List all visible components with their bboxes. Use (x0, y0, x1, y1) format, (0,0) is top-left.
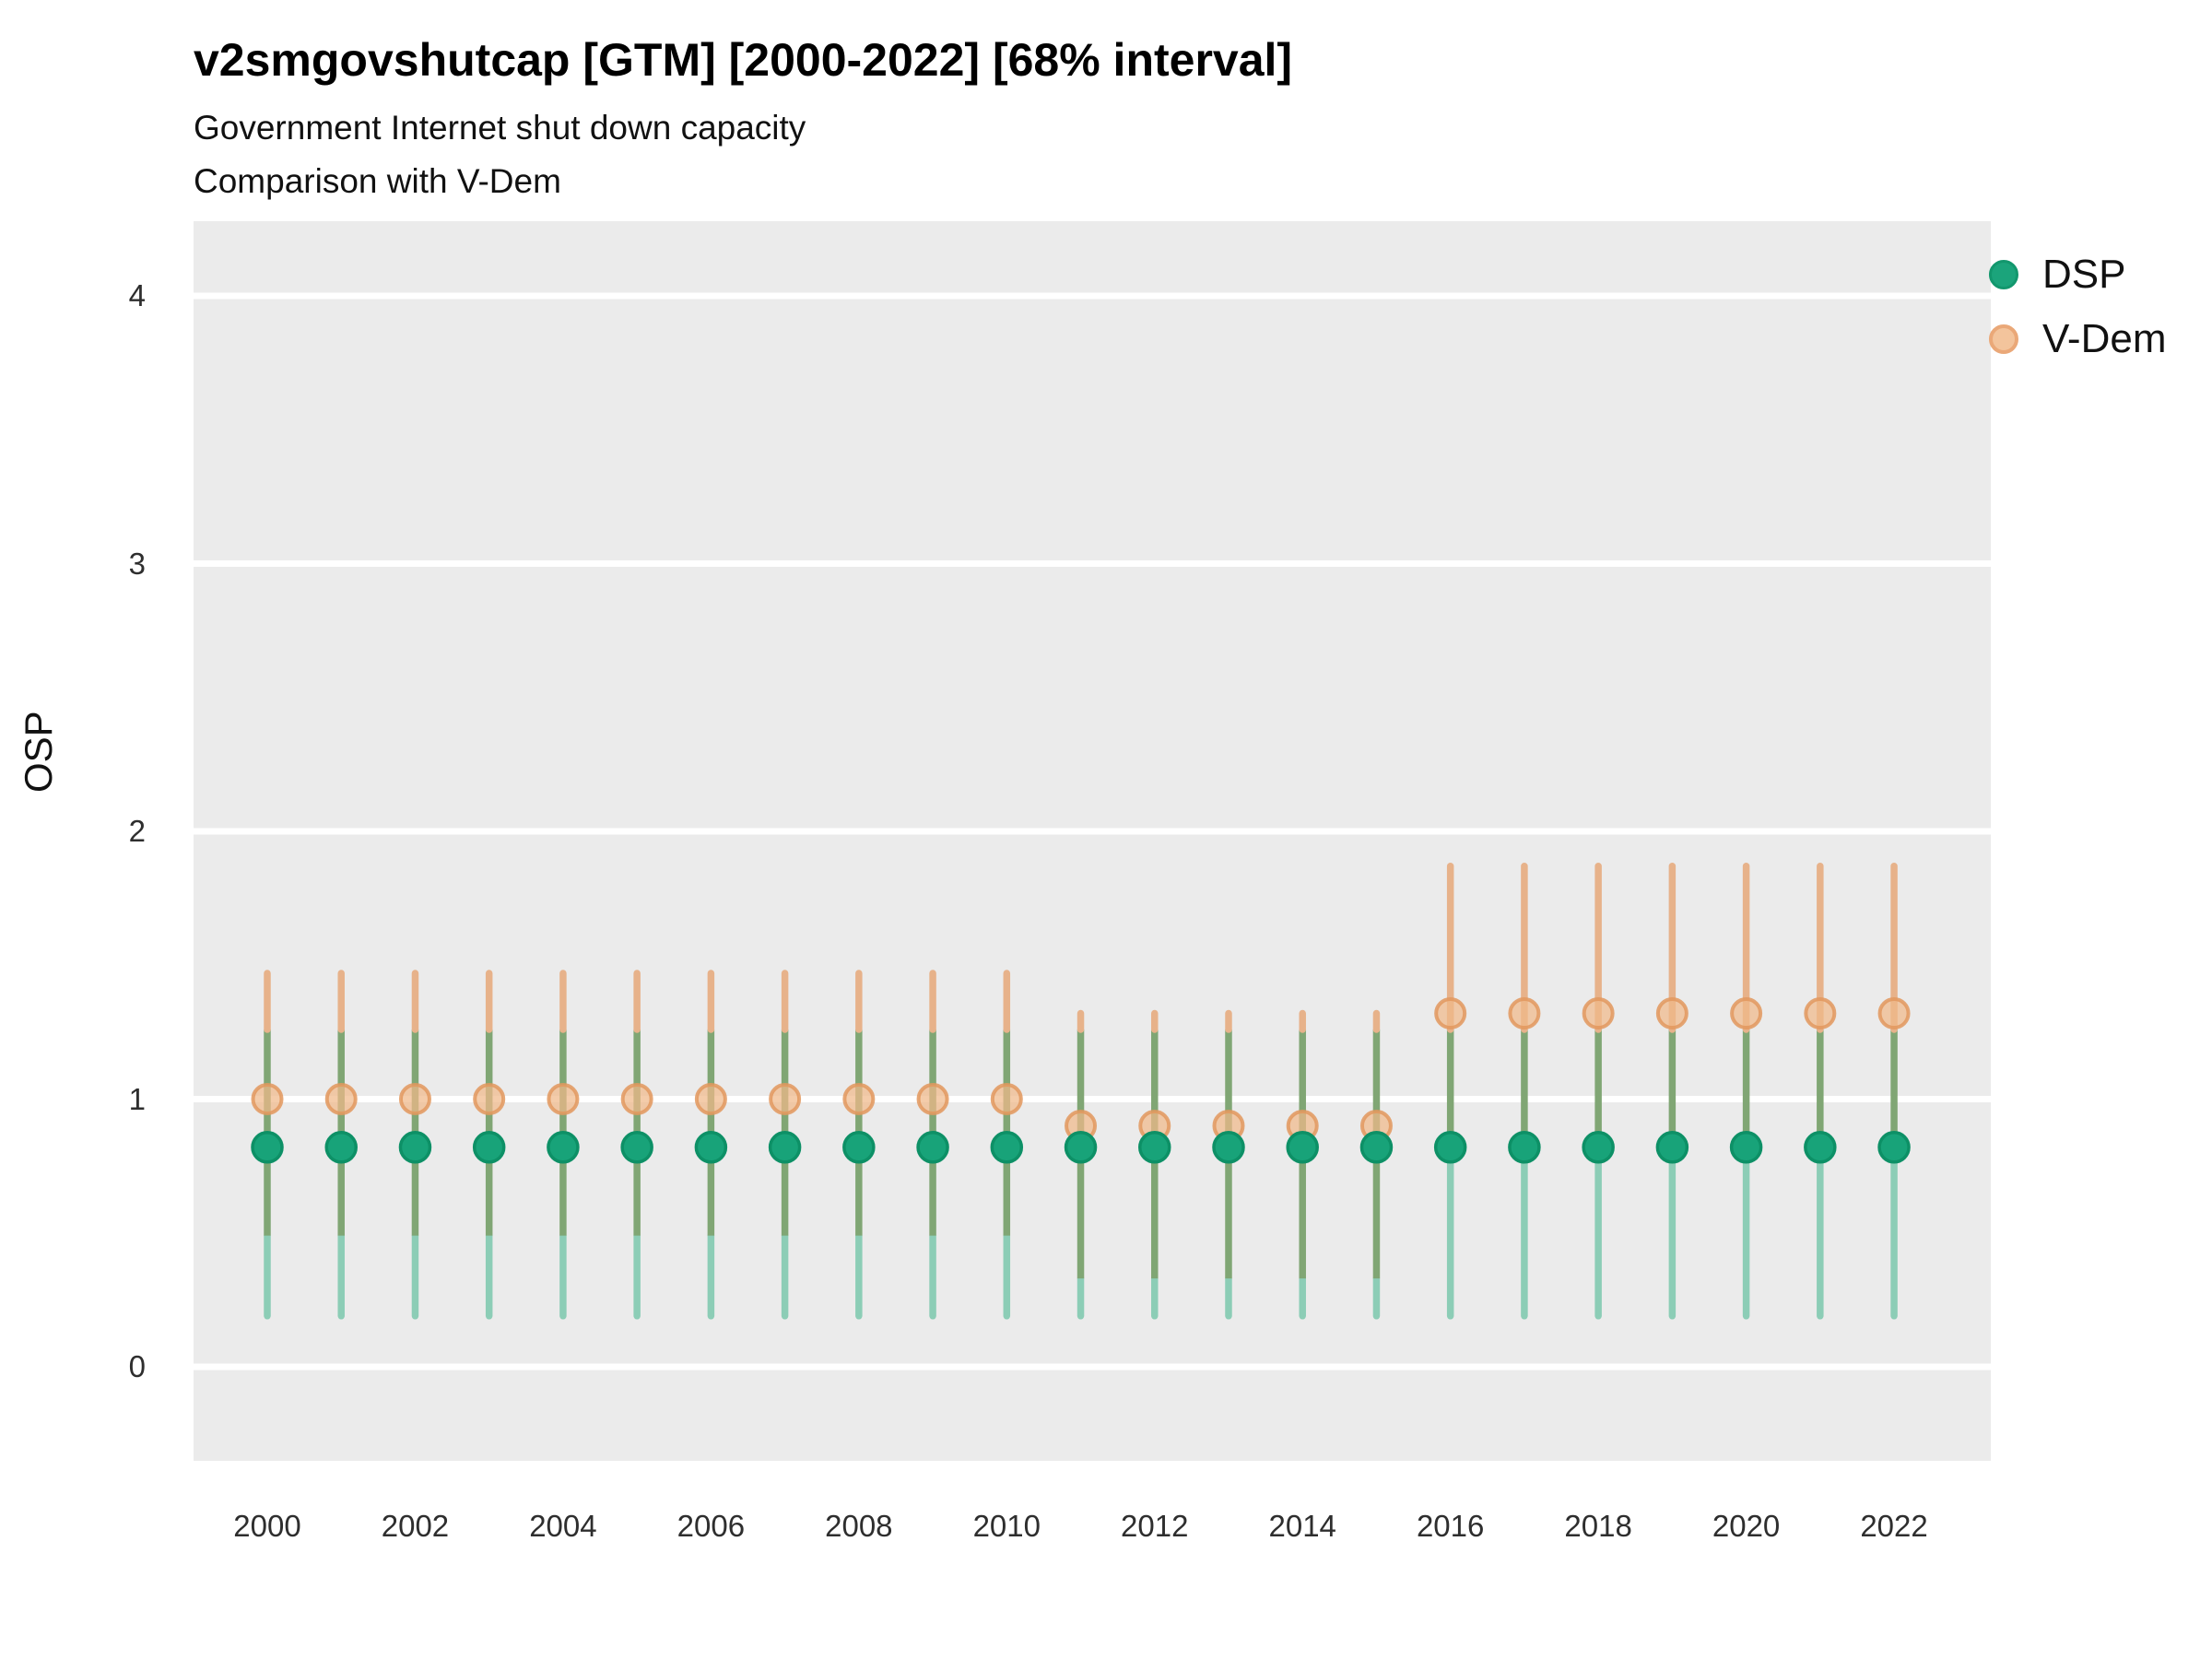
dsp-legend-marker-icon (1989, 260, 2018, 289)
dsp-point-2009 (916, 1131, 949, 1164)
chart-subtitle-line2: Comparison with V-Dem (194, 162, 561, 200)
dsp-point-2012 (1138, 1131, 1171, 1164)
vdem-point-2006 (694, 1083, 727, 1115)
vdem-legend-marker-icon (1989, 324, 2018, 354)
vdem-point-2005 (620, 1083, 653, 1115)
dsp-point-2010 (990, 1131, 1024, 1164)
vdem-point-2010 (990, 1083, 1023, 1115)
panel-background (194, 221, 1991, 1461)
legend-item-vdem: V-Dem (1989, 315, 2166, 363)
dsp-point-2016 (1433, 1131, 1467, 1164)
dsp-point-2005 (620, 1131, 653, 1164)
dsp-point-2013 (1212, 1131, 1245, 1164)
dsp-point-2004 (547, 1131, 580, 1164)
vdem-point-2008 (842, 1083, 876, 1115)
vdem-point-2003 (473, 1083, 506, 1115)
x-tick-label-2002: 2002 (381, 1509, 450, 1543)
y-tick-label-0: 0 (128, 1349, 146, 1383)
x-tick-label-2016: 2016 (1416, 1509, 1485, 1543)
legend-item-dsp: DSP (1989, 251, 2166, 299)
vdem-legend-label: V-Dem (2042, 316, 2167, 361)
x-tick-label-2022: 2022 (1860, 1509, 1928, 1543)
dsp-point-2007 (768, 1131, 802, 1164)
x-tick-label-2020: 2020 (1712, 1509, 1781, 1543)
vdem-point-2021 (1804, 997, 1837, 1030)
vdem-point-2020 (1730, 997, 1763, 1030)
dsp-point-2020 (1729, 1131, 1763, 1164)
dsp-point-2001 (324, 1131, 358, 1164)
y-tick-label-4: 4 (128, 278, 146, 312)
dsp-point-2019 (1655, 1131, 1689, 1164)
vdem-point-2018 (1582, 997, 1615, 1030)
dsp-point-2014 (1286, 1131, 1319, 1164)
dsp-point-2018 (1582, 1131, 1615, 1164)
chart-title: v2smgovshutcap [GTM] [2000-2022] [68% in… (194, 34, 1293, 86)
x-tick-label-2006: 2006 (677, 1509, 746, 1543)
x-tick-label-2012: 2012 (1121, 1509, 1189, 1543)
y-tick-label-2: 2 (128, 814, 146, 848)
legend: DSP V-Dem (1989, 251, 2166, 380)
vdem-point-2017 (1508, 997, 1541, 1030)
x-tick-label-2018: 2018 (1564, 1509, 1632, 1543)
vdem-point-2002 (398, 1083, 431, 1115)
dsp-point-2015 (1359, 1131, 1394, 1164)
vdem-point-2016 (1434, 997, 1467, 1030)
x-tick-label-2014: 2014 (1268, 1509, 1336, 1543)
dsp-point-2021 (1804, 1131, 1837, 1164)
vdem-point-2004 (547, 1083, 580, 1115)
y-tick-label-3: 3 (128, 546, 146, 581)
vdem-point-2022 (1877, 997, 1911, 1030)
dsp-point-2011 (1064, 1131, 1098, 1164)
x-tick-label-2000: 2000 (233, 1509, 301, 1543)
dsp-point-2022 (1877, 1131, 1911, 1164)
dsp-point-2006 (694, 1131, 728, 1164)
dsp-point-2000 (251, 1131, 284, 1164)
vdem-point-2019 (1655, 997, 1688, 1030)
dsp-legend-label: DSP (2042, 252, 2126, 297)
vdem-point-2001 (324, 1083, 358, 1115)
dsp-point-2002 (398, 1131, 432, 1164)
vdem-point-2007 (769, 1083, 802, 1115)
x-tick-label-2008: 2008 (825, 1509, 893, 1543)
dsp-point-2003 (472, 1131, 506, 1164)
vdem-point-2000 (251, 1083, 284, 1115)
y-tick-label-1: 1 (128, 1081, 146, 1116)
vdem-point-2009 (916, 1083, 949, 1115)
dsp-point-2008 (842, 1131, 876, 1164)
chart-subtitle-line1: Government Internet shut down capacity (194, 109, 806, 147)
dsp-point-2017 (1508, 1131, 1541, 1164)
x-tick-label-2004: 2004 (529, 1509, 597, 1543)
x-tick-label-2010: 2010 (972, 1509, 1041, 1543)
